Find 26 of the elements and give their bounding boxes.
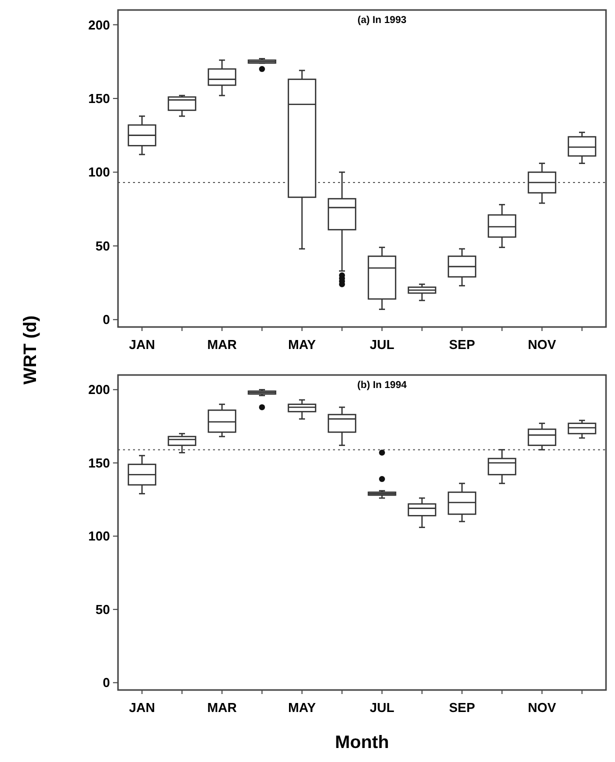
x-tick-label: MAR xyxy=(207,337,238,352)
x-tick-label: NOV xyxy=(528,337,556,352)
text: (a) In 1993 xyxy=(358,15,407,26)
y-tick-label: 50 xyxy=(96,238,110,254)
y-axis-title: WRT (d) xyxy=(20,316,40,384)
y-tick-label: 0 xyxy=(102,675,110,690)
y-tick-label: 0 xyxy=(102,312,110,328)
y-tick-label: 100 xyxy=(88,528,110,544)
x-tick-label: NOV xyxy=(528,700,556,715)
y-tick-label: 150 xyxy=(88,91,110,106)
x-tick-label: MAY xyxy=(288,700,316,715)
x-tick-label: JAN xyxy=(128,700,156,715)
y-tick-label: 150 xyxy=(88,455,110,470)
x-tick-label: SEP xyxy=(448,337,476,352)
y-tick-label: 200 xyxy=(88,382,110,398)
y-tick-label: 50 xyxy=(96,602,110,617)
x-tick-label: SEP xyxy=(448,700,476,715)
x-tick-label: MAR xyxy=(207,700,238,715)
x-axis-title: Month xyxy=(335,732,389,752)
x-tick-label: JAN xyxy=(128,337,156,352)
x-tick-label: MAY xyxy=(288,337,316,352)
y-tick-label: 100 xyxy=(88,164,110,180)
text: (b) In 1994 xyxy=(357,380,408,391)
x-tick-label: JUL xyxy=(370,337,394,352)
y-tick-label: 200 xyxy=(88,17,110,32)
x-tick-label: JUL xyxy=(370,700,394,715)
